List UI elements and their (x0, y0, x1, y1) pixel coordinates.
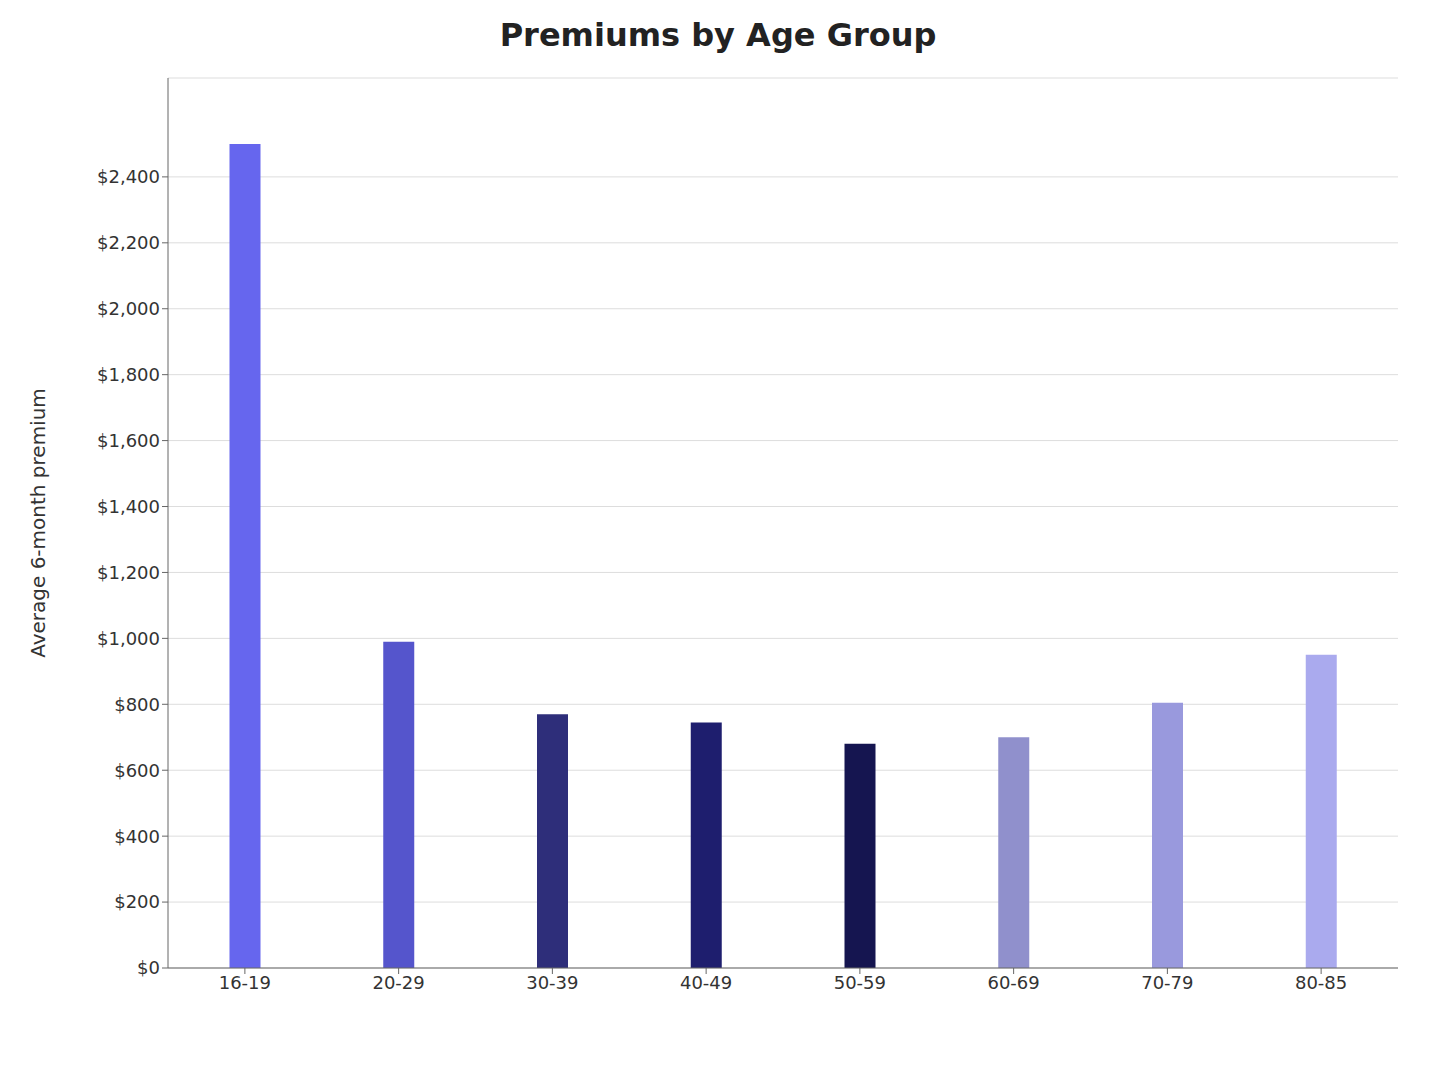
svg-text:$1,600: $1,600 (97, 430, 160, 451)
svg-text:$1,200: $1,200 (97, 562, 160, 583)
svg-text:80-85: 80-85 (1295, 972, 1347, 993)
svg-text:$0: $0 (137, 957, 160, 978)
svg-text:30-39: 30-39 (526, 972, 578, 993)
svg-text:$800: $800 (114, 694, 160, 715)
svg-text:$2,200: $2,200 (97, 232, 160, 253)
svg-text:$1,400: $1,400 (97, 496, 160, 517)
svg-text:50-59: 50-59 (834, 972, 886, 993)
svg-text:60-69: 60-69 (987, 972, 1039, 993)
svg-text:$2,000: $2,000 (97, 298, 160, 319)
svg-text:16-19: 16-19 (219, 972, 271, 993)
svg-text:$1,000: $1,000 (97, 628, 160, 649)
svg-text:$1,800: $1,800 (97, 364, 160, 385)
svg-text:$200: $200 (114, 891, 160, 912)
svg-text:$2,400: $2,400 (97, 166, 160, 187)
svg-text:20-29: 20-29 (372, 972, 424, 993)
svg-text:40-49: 40-49 (680, 972, 732, 993)
svg-text:$600: $600 (114, 760, 160, 781)
svg-text:$400: $400 (114, 826, 160, 847)
svg-text:Average 6-month premium: Average 6-month premium (26, 388, 50, 658)
svg-text:70-79: 70-79 (1141, 972, 1193, 993)
html-text:Premiums by Age Group: Premiums by Age Group (499, 16, 937, 54)
